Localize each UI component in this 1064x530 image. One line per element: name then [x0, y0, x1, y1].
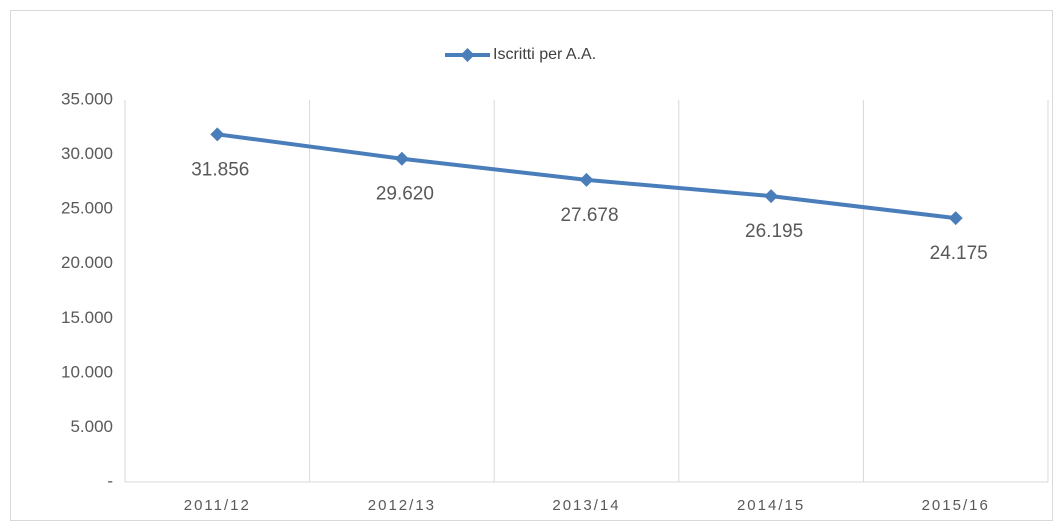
data-point	[210, 127, 225, 142]
data-label: 31.856	[191, 159, 249, 180]
data-label: 27.678	[560, 205, 618, 226]
y-tick-label: 5.000	[70, 417, 113, 436]
y-tick-label: 35.000	[61, 89, 113, 108]
y-tick-label: 15.000	[61, 308, 113, 327]
y-tick-label: 30.000	[61, 144, 113, 163]
x-tick-label: 2012/13	[368, 497, 436, 514]
x-tick-label: 2013/14	[552, 497, 620, 514]
y-tick-label: 20.000	[61, 253, 113, 272]
data-point	[764, 189, 779, 204]
legend-label: Iscritti per A.A.	[493, 46, 596, 63]
y-tick-label: 25.000	[61, 199, 113, 218]
data-point	[948, 211, 963, 226]
x-tick-label: 2015/16	[922, 497, 990, 514]
x-tick-label: 2011/12	[184, 497, 251, 514]
data-label: 24.175	[930, 243, 988, 264]
data-point	[579, 172, 594, 187]
data-label: 29.620	[376, 184, 434, 205]
y-tick-label: 10.000	[61, 362, 113, 381]
y-tick-label: -	[107, 471, 113, 490]
legend-marker	[460, 48, 475, 62]
chart-border	[10, 10, 1053, 521]
data-label: 26.195	[745, 221, 803, 242]
data-point	[394, 151, 409, 166]
x-tick-label: 2014/15	[737, 497, 805, 514]
